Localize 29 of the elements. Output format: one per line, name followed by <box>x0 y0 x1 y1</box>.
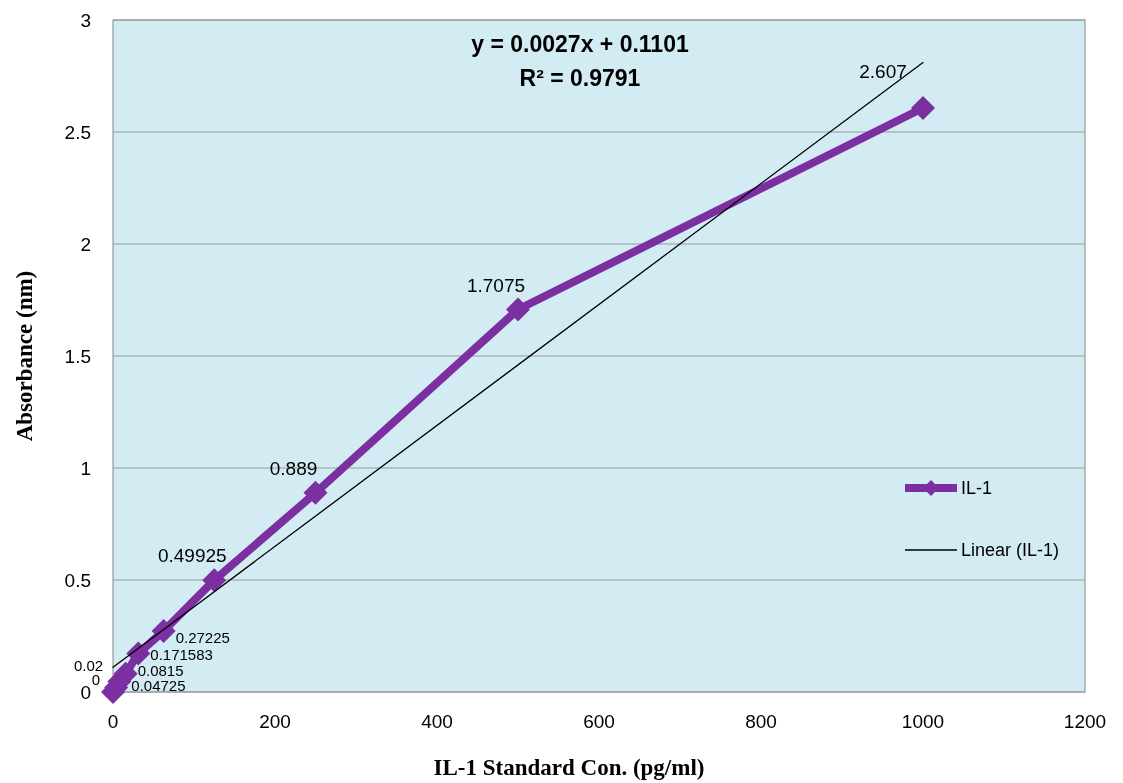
y-tick-label: 0 <box>80 681 91 703</box>
x-axis-title: IL-1 Standard Con. (pg/ml) <box>433 755 705 780</box>
data-label: 0.889 <box>269 457 318 479</box>
data-label: 2.607 <box>859 61 907 83</box>
y-tick-label: 2.5 <box>64 121 91 143</box>
y-axis-title: Absorbance (nm) <box>12 270 37 442</box>
y-tick-label: 0.5 <box>64 569 91 591</box>
y-tick-label: 3 <box>80 9 91 31</box>
data-label: 0.0815 <box>137 662 184 680</box>
data-label: 1.7075 <box>466 274 526 296</box>
x-tick-label: 200 <box>259 711 291 732</box>
annotation: y = 0.0027x + 0.1101 <box>471 31 689 57</box>
legend-label: Linear (IL-1) <box>961 540 1060 561</box>
x-tick-label: 600 <box>583 711 615 732</box>
y-tick-label: 2 <box>80 233 91 255</box>
x-tick-label: 800 <box>745 711 777 732</box>
x-tick-label: 400 <box>421 711 453 732</box>
annotation: R² = 0.9791 <box>519 65 641 91</box>
legend-label: IL-1 <box>961 478 993 499</box>
data-label: 0.04725 <box>131 677 186 695</box>
data-label: 0.02 <box>73 656 104 674</box>
data-label: 0.171583 <box>150 646 213 664</box>
x-tick-label: 1200 <box>1063 711 1107 732</box>
x-tick-label: 1000 <box>901 711 945 732</box>
y-tick-label: 1.5 <box>64 345 91 367</box>
data-label: 0.27225 <box>175 629 230 647</box>
y-tick-label: 1 <box>80 457 91 479</box>
x-tick-label: 0 <box>107 711 119 732</box>
data-label: 0.49925 <box>157 545 227 567</box>
